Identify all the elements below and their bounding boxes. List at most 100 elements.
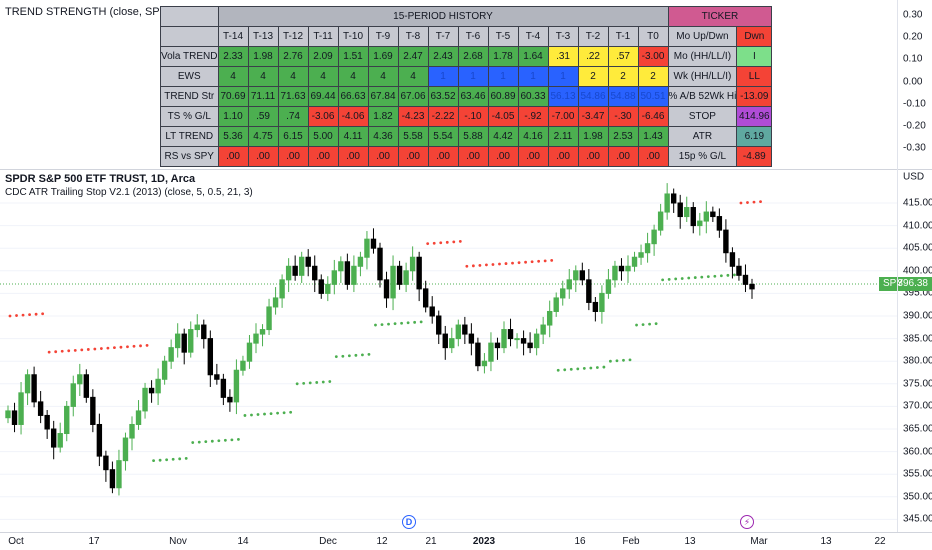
candle-body xyxy=(77,374,83,385)
trailing-stop-dot xyxy=(563,368,567,372)
trailing-stop-dot xyxy=(282,411,286,415)
indicator-pane[interactable]: TREND STRENGTH (close, SPY) 0.30 0.20 0.… xyxy=(0,0,932,170)
candle-body xyxy=(533,333,540,349)
table-cell: 4 xyxy=(277,66,309,87)
time-axis[interactable]: Oct 17 Nov 14 Dec 12 21 2023 16 Feb 13 Mar 13 22 xyxy=(0,532,932,550)
candle-body xyxy=(618,265,625,272)
table-row: RS vs SPY .00.00.00.00.00.00.00.00.00.00.… xyxy=(160,146,773,167)
table-cell: 66.63 xyxy=(337,86,369,107)
trailing-stop-dot xyxy=(41,312,45,316)
candle-body xyxy=(220,378,227,398)
trailing-stop-dot xyxy=(354,353,358,357)
ticker-row-label: Wk (HH/LL/I) xyxy=(667,66,738,87)
price-axis-label: 390.00 xyxy=(903,310,932,322)
table-cell: .59 xyxy=(247,106,279,127)
trailing-stop-dot xyxy=(158,458,162,462)
candle-body xyxy=(664,193,670,213)
trailing-stop-dot xyxy=(178,457,182,461)
trailing-stop-dot xyxy=(380,323,384,326)
trailing-stop-dot xyxy=(576,367,580,371)
candlestick-chart[interactable] xyxy=(0,170,897,532)
period-header: T-4 xyxy=(517,26,549,47)
candle-body xyxy=(449,338,455,349)
price-scale-divider xyxy=(897,0,898,532)
ticker-row-value: 414.96 xyxy=(736,106,773,127)
trailing-stop-dot xyxy=(191,441,195,444)
dividend-icon[interactable]: D xyxy=(402,515,416,529)
trailing-stop-dot xyxy=(648,322,651,326)
time-axis-label: 22 xyxy=(874,536,886,547)
trailing-stop-dot xyxy=(54,350,58,354)
candle-body xyxy=(403,270,409,285)
indicator-y-label: 0.20 xyxy=(903,31,923,43)
candle-body xyxy=(174,333,181,349)
time-axis-label: Oct xyxy=(8,536,24,547)
trailing-stop-dot xyxy=(706,275,710,279)
trailing-stop-dot xyxy=(204,440,208,444)
candle-body xyxy=(135,410,142,425)
trailing-stop-dot xyxy=(432,241,436,245)
trailing-stop-dot xyxy=(328,380,332,383)
row-label: EWS xyxy=(160,66,219,87)
trailing-stop-dot xyxy=(113,346,116,350)
candle-body xyxy=(677,202,683,218)
indicator-y-label: -0.10 xyxy=(903,98,926,110)
trailing-stop-dot xyxy=(491,263,495,266)
candle-body xyxy=(442,333,448,349)
ticker-col-value: Dwn xyxy=(736,26,773,47)
candle-body xyxy=(638,252,644,258)
trailing-stop-dot xyxy=(289,410,293,414)
price-axis-label: 395.00 xyxy=(903,287,932,299)
main-chart-title[interactable]: SPDR S&P 500 ETF TRUST, 1D, Arca xyxy=(5,173,196,185)
trailing-stop-dot xyxy=(119,345,123,349)
table-cell: -4.05 xyxy=(487,106,519,127)
trailing-stop-dot xyxy=(504,262,508,265)
period-header: T-8 xyxy=(397,26,429,47)
table-cell: 2 xyxy=(577,66,609,87)
table-cell: 69.44 xyxy=(307,86,339,107)
price-axis-label: 415.00 xyxy=(903,197,932,209)
candle-body xyxy=(233,369,240,403)
trailing-stop-dot xyxy=(719,274,723,278)
candle-body xyxy=(631,256,638,267)
trailing-stop-dot xyxy=(517,261,521,265)
table-corner xyxy=(160,26,219,47)
trailing-stop-dot xyxy=(680,277,684,280)
candle-body xyxy=(553,297,559,312)
table-cell: 2 xyxy=(637,66,669,87)
candle-body xyxy=(697,220,703,227)
candle-body xyxy=(716,216,723,231)
table-cell: 4 xyxy=(337,66,369,87)
candle-body xyxy=(5,410,11,419)
table-cell: .00 xyxy=(427,146,459,167)
trailing-stop-dot xyxy=(406,321,410,325)
trailing-stop-dot xyxy=(165,458,169,462)
trailing-stop-dot xyxy=(361,353,364,357)
indicator-y-label: 0.10 xyxy=(903,53,923,65)
table-cell: 1.10 xyxy=(217,106,249,127)
candle-body xyxy=(383,279,390,299)
split-icon[interactable]: ⚡ xyxy=(740,515,754,529)
table-cell: .00 xyxy=(277,146,309,167)
candle-body xyxy=(116,460,122,489)
candle-body xyxy=(351,265,357,285)
table-cell: 2 xyxy=(607,66,639,87)
time-axis-label: Nov xyxy=(169,536,187,547)
trailing-stop-dot xyxy=(746,201,749,204)
indicator-label[interactable]: TREND STRENGTH (close, SPY) xyxy=(5,6,171,18)
row-label: Vola TREND xyxy=(160,46,219,67)
table-cell: 2.43 xyxy=(427,46,459,67)
table-cell: 60.33 xyxy=(517,86,549,107)
study-label[interactable]: CDC ATR Trailing Stop V2.1 (2013) (close… xyxy=(5,187,253,198)
table-cell: -3.06 xyxy=(307,106,339,127)
trailing-stop-dot xyxy=(47,350,51,354)
table-cell: 56.13 xyxy=(547,86,579,107)
period-header: T-2 xyxy=(577,26,609,47)
table-cell: 1.98 xyxy=(577,126,609,147)
ticker-row-value: LL xyxy=(736,66,773,87)
candle-body xyxy=(103,455,109,471)
main-chart-pane[interactable]: SPDR S&P 500 ETF TRUST, 1D, Arca CDC ATR… xyxy=(0,170,932,548)
period-header: T-11 xyxy=(307,26,339,47)
candle-body xyxy=(305,256,311,267)
price-axis-label: 405.00 xyxy=(903,242,932,254)
